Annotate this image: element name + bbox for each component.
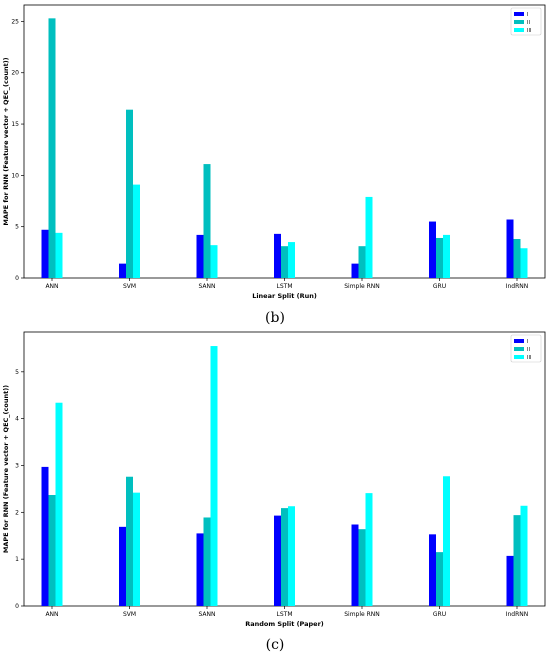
bar-II-indrnn [513,239,521,278]
legend-swatch-I [514,12,524,16]
x-tick-label: IndRNN [506,611,529,618]
x-tick-label: GRU [433,611,446,618]
x-axis-label: Random Split (Paper) [245,620,324,628]
bar-III-indrnn [520,248,528,278]
x-tick-label: SVM [123,611,136,618]
x-tick-label: SVM [123,283,136,290]
y-tick-label: 0 [15,603,19,610]
bar-II-sann [203,164,211,278]
legend-swatch-II [514,20,524,24]
bar-III-simple-rnn [365,196,373,278]
legend-swatch-III [514,28,524,32]
y-tick-label: 10 [11,172,19,179]
bar-II-gru [436,237,443,278]
bar-I-indrnn [506,219,514,278]
legend-label: II [527,20,530,26]
bar-III-simple-rnn [365,493,373,606]
bar-III-sann [210,245,218,278]
figure-caption: (c) [266,637,285,653]
bar-I-simple-rnn [351,263,359,278]
y-tick-label: 1 [15,556,19,563]
bar-I-svm [119,526,126,606]
x-tick-label: Simple RNN [344,283,380,290]
bar-I-gru [429,534,436,606]
x-tick-label: LSTM [277,283,293,290]
bar-I-gru [429,221,436,278]
bar-I-sann [196,533,204,606]
bar-II-simple-rnn [358,246,366,278]
bar-II-svm [126,476,133,606]
x-tick-label: LSTM [277,611,293,618]
x-tick-label: GRU [433,283,446,290]
y-axis-label: MAPE for RNN (Feature vector + QEC_(coun… [2,385,10,553]
bar-III-lstm [288,506,295,606]
bar-III-sann [210,346,218,606]
bar-II-sann [203,517,211,606]
bar-II-svm [126,109,133,279]
bar-III-gru [443,234,450,278]
bar-I-lstm [274,515,281,606]
bar-III-ann [55,232,63,278]
bar-II-lstm [281,246,288,278]
y-tick-label: 3 [15,462,19,469]
x-axis-label: Linear Split (Run) [252,292,317,300]
bar-III-svm [133,184,140,278]
bar-II-ann [48,494,56,606]
bar-I-indrnn [506,555,514,606]
bar-I-svm [119,263,126,278]
y-tick-label: 20 [11,70,19,77]
legend-swatch-I [514,339,524,343]
y-tick-label: 5 [15,369,19,376]
legend-label: II [527,347,530,353]
bar-II-gru [436,552,443,606]
x-tick-label: ANN [45,283,58,290]
legend-label: I [527,339,528,345]
y-tick-label: 2 [15,509,19,516]
bar-II-lstm [281,508,288,606]
y-tick-label: 0 [15,275,19,282]
bar-I-ann [41,229,49,278]
bar-III-ann [55,402,63,606]
legend-label: III [527,355,531,361]
bar-II-ann [48,18,56,279]
bar-II-simple-rnn [358,529,366,606]
bar-I-simple-rnn [351,524,359,606]
bar-II-indrnn [513,515,521,606]
y-tick-label: 25 [11,18,19,25]
bar-I-ann [41,466,49,606]
x-tick-label: IndRNN [506,283,529,290]
x-tick-label: Simple RNN [344,611,380,618]
x-tick-label: ANN [45,611,58,618]
legend-swatch-III [514,355,524,359]
plot-frame [23,4,546,279]
chart-c: 0 1 2 3 4 5 ANN SVM SANN LSTM Simple RNN GRU IndRNN R… [2,331,546,653]
y-axis-label: MAPE for RNN (Feature vector + QEC_(coun… [2,57,10,225]
bar-I-sann [196,234,204,278]
bar-III-svm [133,492,140,606]
chart-b: 0 5 10 15 20 25 ANN SVM SANN LSTM Simple RNN GRU Ind… [2,4,546,326]
x-tick-label: SANN [198,283,215,290]
legend-label: III [527,28,531,34]
legend-swatch-II [514,347,524,351]
y-tick-label: 15 [11,121,19,128]
legend-label: I [527,12,528,18]
y-tick-label: 4 [15,416,19,423]
bar-III-indrnn [520,505,528,606]
bar-I-lstm [274,233,281,278]
bar-III-lstm [288,242,295,278]
x-tick-label: SANN [198,611,215,618]
y-tick-label: 5 [15,224,19,231]
bar-III-gru [443,476,450,606]
figure-caption: (b) [265,310,285,326]
